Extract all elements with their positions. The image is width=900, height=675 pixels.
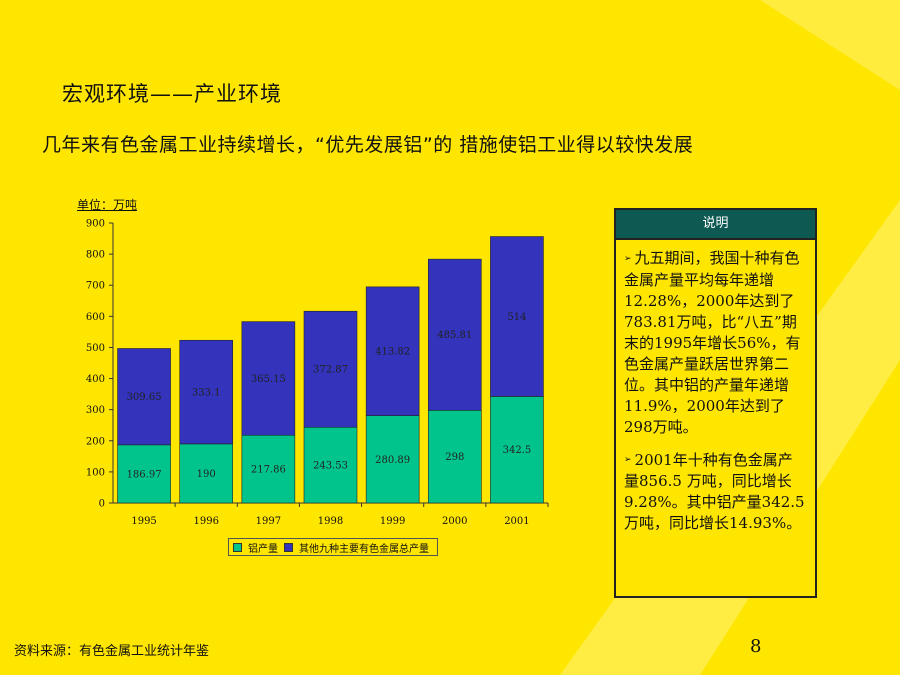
x-tick-label: 1996: [193, 516, 218, 527]
bar-segment-others: [241, 321, 296, 436]
data-label: 372.87: [313, 365, 348, 376]
legend-label-others: 其他九种主要有色金属总产量: [299, 543, 429, 555]
x-tick-label: 2001: [504, 516, 529, 527]
bar-segment-others: [490, 236, 544, 397]
bar-segment-others: [365, 286, 420, 416]
data-label: 333.1: [192, 388, 221, 399]
y-axis-unit-label: 单位：万吨: [77, 198, 138, 212]
explanation-paragraph: ➢ 2001年十种有色金属产量856.5 万吨，同比增长9.28%。其中铝产量34…: [624, 450, 805, 533]
bullet-arrow-icon: ➢: [624, 455, 632, 465]
bar-segment-aluminum: [117, 444, 171, 504]
x-tick-label: 1995: [131, 516, 156, 527]
explanation-body: ➢ 九五期间，我国十种有色金属产量平均每年递增12.28%，2000年达到了783…: [616, 240, 815, 534]
bullet-arrow-icon: ➢: [624, 253, 632, 264]
explanation-paragraph: ➢ 九五期间，我国十种有色金属产量平均每年递增12.28%，2000年达到了783…: [624, 249, 801, 436]
x-tick-label: 1999: [380, 516, 405, 527]
data-label: 485.81: [437, 330, 472, 341]
bar-segment-others: [179, 339, 234, 445]
x-tick-label: 2000: [442, 516, 467, 527]
data-label: 190: [197, 469, 216, 480]
data-label: 342.5: [503, 445, 532, 456]
bar-segment-others: [117, 348, 171, 446]
bar-segment-aluminum: [303, 426, 358, 504]
y-tick-label: 200: [86, 436, 105, 447]
y-tick-label: 300: [86, 405, 105, 416]
y-tick-label: 600: [86, 312, 105, 323]
bar-segment-others: [427, 258, 482, 411]
slide-title: 宏观环境——产业环境: [62, 82, 282, 106]
page-number: 8: [750, 636, 762, 657]
y-tick-label: 700: [86, 281, 105, 292]
data-label: 280.89: [375, 455, 410, 466]
explanation-box: 说明 ➢ 九五期间，我国十种有色金属产量平均每年递增12.28%，2000年达到了…: [614, 208, 817, 598]
bar-segment-aluminum: [427, 409, 482, 504]
y-tick-label: 800: [86, 250, 105, 261]
chart-legend: 铝产量 其他九种主要有色金属总产量: [228, 538, 438, 556]
legend-swatch-aluminum: [233, 542, 242, 552]
bar-segment-others: [303, 310, 358, 428]
data-label: 217.86: [251, 465, 286, 476]
bar-segment-aluminum: [179, 443, 234, 504]
x-tick-label: 1997: [256, 516, 281, 527]
explanation-header: 说明: [616, 210, 815, 240]
slide-subtitle: 几年来有色金属工业持续增长，“优先发展铝”的 措施使铝工业得以较快发展: [42, 134, 694, 156]
y-tick-label: 900: [86, 219, 105, 230]
bar-segment-aluminum: [241, 434, 296, 504]
bar-segment-aluminum: [365, 415, 420, 504]
data-label: 365.15: [251, 374, 286, 385]
y-tick-label: 400: [86, 374, 105, 385]
source-note: 资料来源：有色金属工业统计年鉴: [14, 644, 210, 659]
data-label: 309.65: [127, 392, 162, 403]
data-label: 298: [445, 452, 464, 463]
y-tick-label: 100: [86, 467, 105, 478]
legend-swatch-others: [284, 542, 293, 552]
data-label: 514: [507, 312, 526, 323]
x-tick-label: 1998: [318, 516, 343, 527]
legend-label-aluminum: 铝产量: [248, 543, 278, 555]
y-tick-label: 500: [86, 343, 105, 354]
y-tick-label: 0: [99, 499, 105, 510]
data-label: 243.53: [313, 461, 348, 472]
data-label: 186.97: [127, 469, 162, 480]
data-label: 413.82: [375, 347, 410, 358]
